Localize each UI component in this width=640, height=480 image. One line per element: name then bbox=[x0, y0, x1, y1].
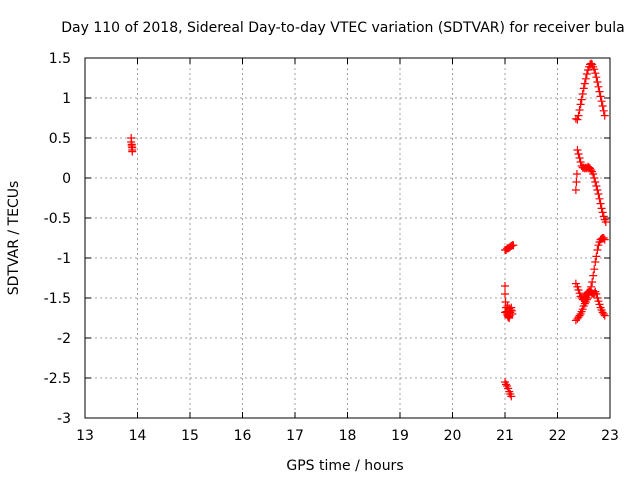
plus-marker bbox=[575, 106, 584, 114]
plus-marker bbox=[501, 282, 509, 290]
plus-marker bbox=[589, 170, 598, 178]
plus-marker bbox=[571, 186, 580, 194]
series-arc-top bbox=[571, 59, 609, 124]
x-axis-tick-labels: 13 14 15 16 17 18 19 20 21 22 23 bbox=[76, 428, 619, 444]
plus-marker bbox=[600, 235, 609, 244]
chart-title: Day 110 of 2018, Sidereal Day-to-day VTE… bbox=[61, 20, 624, 36]
x-tick-label: 15 bbox=[181, 428, 199, 444]
plus-marker bbox=[599, 310, 608, 318]
plus-marker bbox=[501, 308, 509, 317]
plus-marker bbox=[590, 65, 599, 74]
plus-marker bbox=[600, 311, 609, 320]
plus-marker bbox=[592, 252, 601, 261]
plus-marker bbox=[591, 258, 600, 266]
y-tick-label: -1 bbox=[57, 251, 71, 267]
plus-marker bbox=[592, 73, 601, 82]
plus-marker bbox=[575, 154, 584, 162]
plus-marker bbox=[582, 70, 591, 78]
plus-marker bbox=[597, 97, 606, 106]
plus-marker bbox=[576, 158, 585, 166]
y-tick-label: -2 bbox=[57, 331, 71, 347]
x-tick-label: 19 bbox=[391, 428, 409, 444]
plus-marker bbox=[595, 87, 604, 96]
plus-marker bbox=[600, 111, 609, 120]
series-cluster-13.9 bbox=[127, 134, 137, 156]
y-tick-label: 0 bbox=[62, 171, 71, 187]
x-tick-label: 18 bbox=[339, 428, 357, 444]
plus-marker bbox=[577, 95, 586, 104]
plus-marker bbox=[509, 241, 518, 250]
plus-marker bbox=[591, 178, 600, 186]
plus-marker bbox=[591, 69, 600, 78]
plus-marker bbox=[592, 182, 601, 190]
y-tick-label: -0.5 bbox=[44, 211, 71, 227]
x-tick-label: 13 bbox=[76, 428, 94, 444]
y-tick-label: -2.5 bbox=[44, 371, 71, 387]
plus-marker bbox=[572, 170, 581, 178]
plus-marker bbox=[574, 111, 583, 120]
plus-marker bbox=[128, 147, 137, 156]
plus-marker bbox=[596, 199, 605, 208]
plus-marker bbox=[581, 74, 590, 83]
plus-marker bbox=[505, 304, 514, 313]
x-tick-label: 21 bbox=[496, 428, 514, 444]
x-tick-label: 16 bbox=[234, 428, 252, 444]
plus-marker bbox=[599, 106, 608, 115]
plus-marker bbox=[592, 290, 601, 298]
x-tick-label: 17 bbox=[286, 428, 304, 444]
y-axis-label: SDTVAR / TECUs bbox=[6, 181, 22, 296]
plus-marker bbox=[597, 204, 606, 213]
plus-marker bbox=[578, 90, 587, 98]
plus-marker bbox=[594, 190, 603, 198]
grid bbox=[85, 58, 610, 418]
x-axis-label: GPS time / hours bbox=[286, 458, 403, 474]
plus-marker bbox=[593, 78, 602, 86]
series-arc-low-rising bbox=[571, 234, 609, 325]
x-tick-label: 14 bbox=[129, 428, 147, 444]
y-tick-label: 1 bbox=[62, 91, 71, 107]
plus-marker bbox=[593, 246, 602, 254]
plus-marker bbox=[501, 290, 509, 298]
plus-marker bbox=[593, 186, 602, 194]
plus-marker bbox=[574, 150, 583, 158]
plus-marker bbox=[508, 310, 517, 318]
series-cluster-21-a bbox=[501, 241, 518, 254]
axis-ticks bbox=[84, 57, 611, 419]
plus-marker bbox=[598, 102, 607, 110]
y-tick-label: 0.5 bbox=[49, 131, 71, 147]
plus-marker bbox=[598, 208, 607, 217]
x-tick-label: 20 bbox=[444, 428, 462, 444]
y-tick-label: 1.5 bbox=[49, 51, 71, 67]
x-tick-label: 23 bbox=[601, 428, 619, 444]
series-cluster-21-c bbox=[501, 378, 516, 401]
plus-marker bbox=[599, 234, 608, 242]
plus-marker bbox=[579, 84, 588, 93]
y-tick-label: -3 bbox=[57, 411, 71, 427]
y-axis-tick-labels: -3 -2.5 -2 -1.5 -1 -0.5 0 0.5 1 1.5 bbox=[44, 51, 71, 427]
plus-marker bbox=[590, 174, 599, 182]
plus-marker bbox=[588, 278, 597, 286]
series-cluster-21-b bbox=[501, 282, 517, 322]
data-points bbox=[127, 59, 610, 401]
plus-marker bbox=[576, 100, 585, 109]
plus-marker bbox=[589, 271, 598, 280]
plus-marker bbox=[594, 82, 603, 91]
x-tick-label: 22 bbox=[549, 428, 567, 444]
plus-marker bbox=[601, 218, 610, 226]
y-tick-label: -1.5 bbox=[44, 291, 71, 307]
plus-marker bbox=[573, 146, 582, 154]
plus-marker bbox=[573, 115, 582, 124]
plus-marker bbox=[572, 178, 581, 186]
series-arc-mid bbox=[571, 146, 610, 226]
plus-marker bbox=[507, 392, 516, 401]
plus-marker bbox=[590, 265, 599, 274]
plus-marker bbox=[596, 92, 605, 101]
plus-marker bbox=[595, 194, 604, 203]
plus-marker bbox=[580, 79, 589, 88]
series-arc-low-flat bbox=[571, 279, 609, 320]
